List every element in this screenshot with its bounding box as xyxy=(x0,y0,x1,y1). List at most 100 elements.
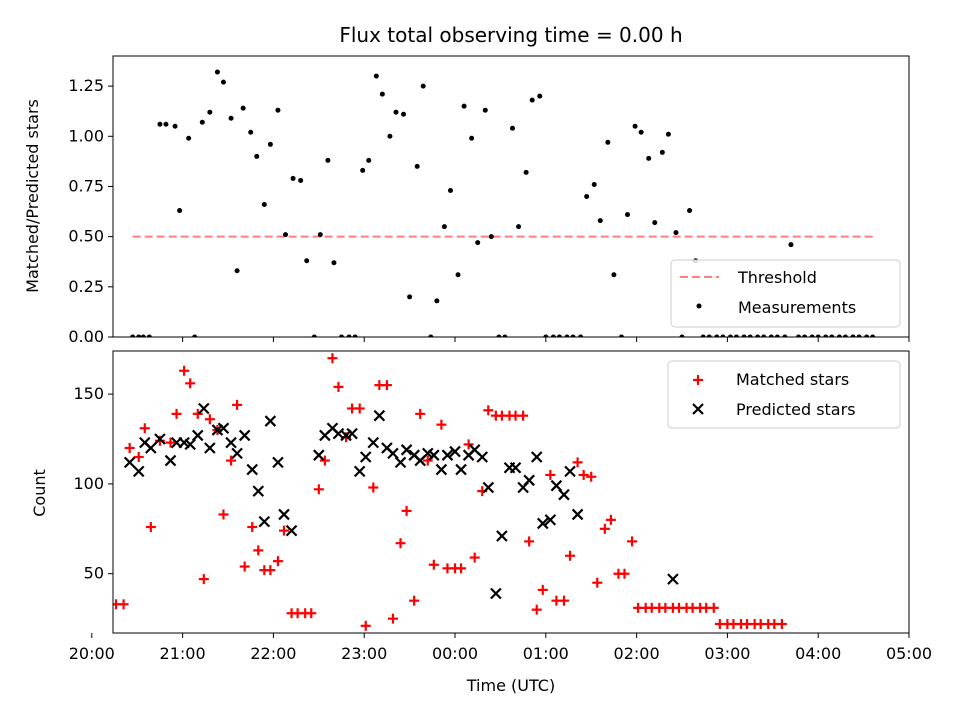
predicted-swatch-mark xyxy=(692,403,704,415)
matched-star-point xyxy=(118,599,129,610)
measurement-point xyxy=(146,334,152,337)
predicted-star-point xyxy=(154,433,166,445)
x-axis-label: Time (UTC) xyxy=(466,676,555,695)
predicted-star-point xyxy=(204,442,216,454)
matched-star-point xyxy=(247,522,258,533)
measurement-point xyxy=(796,334,802,337)
measurement-point xyxy=(747,334,753,337)
matched-star-point xyxy=(185,378,196,389)
top-legend: Threshold Measurements xyxy=(670,259,901,328)
count-points-layer xyxy=(113,353,787,631)
legend-predicted-swatch xyxy=(692,403,704,415)
measurement-point xyxy=(228,115,234,121)
matched-star-point xyxy=(313,484,324,495)
legend-threshold-label: Threshold xyxy=(737,268,817,287)
measurement-point xyxy=(618,334,624,337)
measurement-point xyxy=(842,334,848,337)
matched-star-point xyxy=(586,471,597,482)
measurement-point xyxy=(727,334,733,337)
measurement-point xyxy=(870,334,876,337)
predicted-star-point xyxy=(238,429,251,442)
predicted-star-point xyxy=(285,524,298,537)
matched-star-point xyxy=(518,410,529,421)
y-tick-label: 150 xyxy=(73,384,104,403)
predicted-star-point xyxy=(258,515,271,528)
measurement-point xyxy=(346,334,352,337)
top-y-axis-label: Matched/Predicted stars xyxy=(23,99,42,293)
measurement-point xyxy=(706,334,712,337)
predicted-star-point xyxy=(428,449,440,461)
measurement-point xyxy=(172,123,178,129)
matched-star-point xyxy=(708,602,719,613)
top-x-ticks xyxy=(91,337,910,342)
y-tick-label: 1.00 xyxy=(68,126,104,145)
legend-measurements-swatch xyxy=(696,303,702,309)
measurement-point xyxy=(234,268,240,274)
predicted-star-point xyxy=(132,465,145,478)
measurement-point xyxy=(136,334,142,337)
predicted-star-point xyxy=(264,415,277,427)
measurement-point xyxy=(638,129,644,135)
x-tick-label: 23:00 xyxy=(341,644,387,663)
measurement-point xyxy=(646,155,652,161)
measurement-point xyxy=(366,157,372,163)
matched-star-point xyxy=(463,439,474,450)
predicted-star-point xyxy=(564,465,576,478)
matched-star-point xyxy=(605,514,616,525)
measurement-point xyxy=(502,334,508,337)
measurement-point xyxy=(325,157,331,163)
measurement-point xyxy=(428,334,434,337)
matched-star-point xyxy=(272,556,283,567)
predicted-star-point xyxy=(400,444,413,456)
measurement-point xyxy=(673,230,679,236)
measurement-point xyxy=(455,272,461,278)
matched-star-point xyxy=(537,584,548,595)
matched-star-point xyxy=(218,509,229,520)
matched-star-point xyxy=(333,381,344,392)
predicted-star-point xyxy=(571,508,584,521)
measurement-point xyxy=(815,334,821,337)
predicted-star-point xyxy=(353,465,366,478)
matched-star-point xyxy=(139,423,150,434)
x-tick-label: 01:00 xyxy=(523,644,569,663)
measurement-point xyxy=(140,334,146,337)
predicted-star-point xyxy=(359,451,372,463)
measurement-point xyxy=(401,111,407,117)
measurement-point xyxy=(556,334,562,337)
measurement-point xyxy=(373,73,379,79)
top-legend-box xyxy=(670,259,901,328)
bottom-legend: Matched stars Predicted stars xyxy=(667,360,901,429)
x-tick-label: 04:00 xyxy=(795,644,841,663)
matched-star-point xyxy=(306,608,317,619)
matched-star-point xyxy=(165,437,176,448)
matched-star-point xyxy=(565,550,576,561)
predicted-star-point xyxy=(544,514,557,526)
measurement-point xyxy=(564,334,570,337)
measurement-point xyxy=(700,334,706,337)
predicted-star-point xyxy=(441,449,454,461)
predicted-star-point xyxy=(530,451,543,463)
measurement-point xyxy=(488,234,494,240)
matched-swatch-mark xyxy=(693,375,703,385)
measurement-point xyxy=(461,103,467,109)
measurement-point xyxy=(469,135,475,141)
x-tick-label: 05:00 xyxy=(886,644,932,663)
top-y-ticks: 0.00 0.25 0.50 0.75 1.00 1.25 xyxy=(68,76,113,346)
matched-star-point xyxy=(360,620,371,631)
measurement-point xyxy=(659,149,665,155)
matched-star-point xyxy=(428,559,439,570)
predicted-star-point xyxy=(523,474,535,487)
measurement-point xyxy=(809,334,815,337)
measurement-point xyxy=(475,240,481,246)
matched-star-point xyxy=(381,380,392,391)
matched-star-point xyxy=(469,552,480,563)
measurement-point xyxy=(850,334,856,337)
measurement-point xyxy=(130,334,136,337)
bottom-y-axis-label: Count xyxy=(30,469,49,517)
matched-star-point xyxy=(192,408,203,419)
y-tick-label: 50 xyxy=(84,564,104,583)
measurement-point xyxy=(611,272,617,278)
legend-measurements-label: Measurements xyxy=(738,298,856,317)
measurement-point xyxy=(379,91,385,97)
